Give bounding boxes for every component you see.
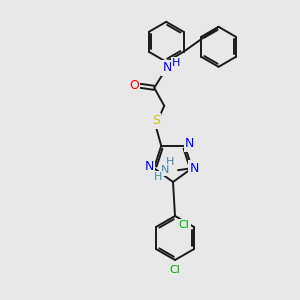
Text: H: H <box>166 157 174 167</box>
Text: N: N <box>189 162 199 175</box>
Text: Cl: Cl <box>178 220 190 230</box>
Text: N: N <box>161 165 169 175</box>
Text: S: S <box>152 114 160 127</box>
Text: H: H <box>172 58 180 68</box>
Text: N: N <box>144 160 154 173</box>
Text: Cl: Cl <box>169 265 180 275</box>
Text: N: N <box>185 137 194 150</box>
Text: N: N <box>163 61 172 74</box>
Text: H: H <box>154 172 162 182</box>
Text: O: O <box>129 79 139 92</box>
